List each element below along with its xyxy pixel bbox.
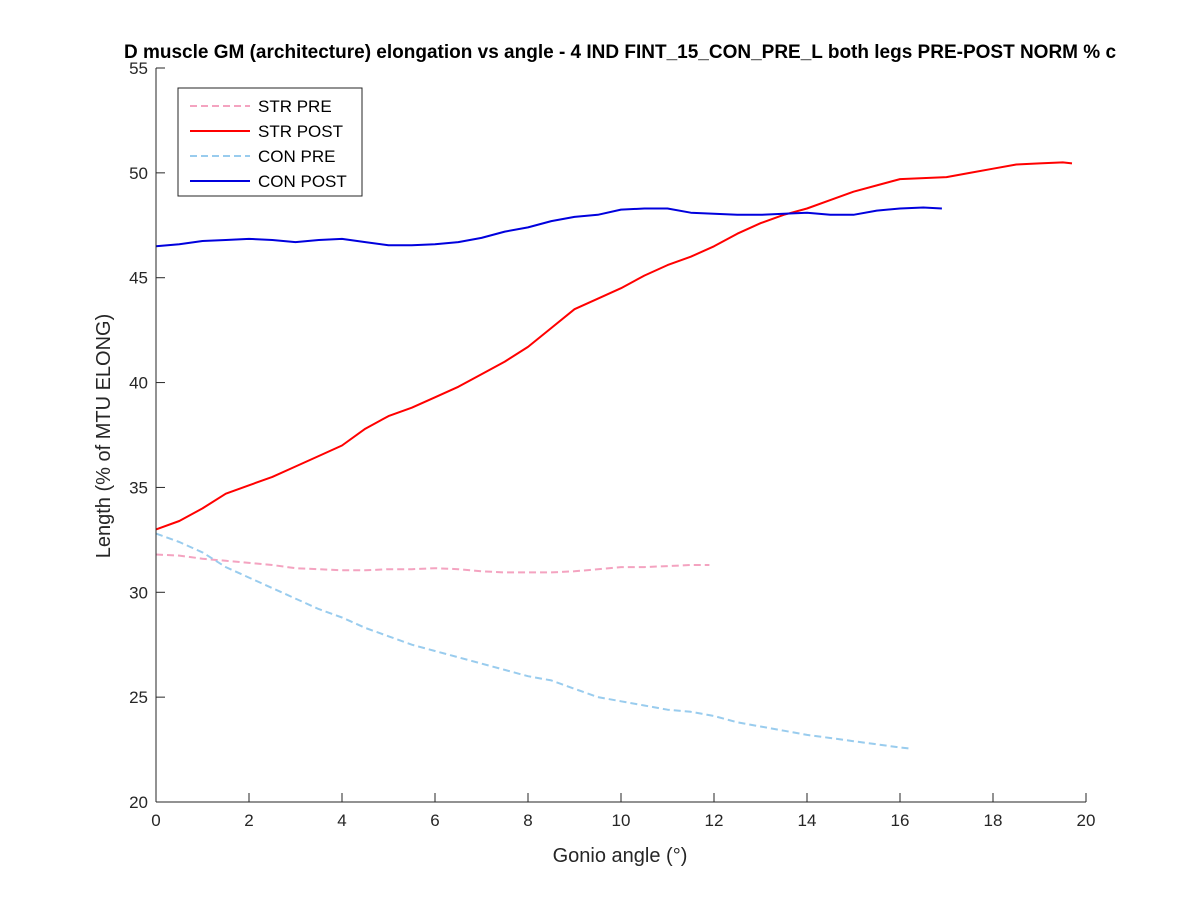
legend-label-str-post: STR POST [258, 122, 343, 141]
legend-box [177, 87, 363, 197]
y-axis-label: Length (% of MTU ELONG) [93, 314, 115, 559]
x-tick-label: 4 [337, 811, 346, 830]
y-tick-label: 50 [129, 164, 148, 183]
series-line-str-pre [155, 553, 710, 574]
y-tick-label: 35 [129, 478, 148, 497]
x-tick-label: 16 [891, 811, 910, 830]
x-tick-label: 8 [523, 811, 532, 830]
x-axis-label: Gonio angle (°) [553, 845, 688, 867]
legend-label-con-post: CON POST [258, 172, 347, 191]
x-tick-label: 14 [798, 811, 817, 830]
x-tick-label: 18 [984, 811, 1003, 830]
x-tick-label: 6 [430, 811, 439, 830]
legend-label-con-pre: CON PRE [258, 147, 335, 166]
axes-layer: 0 2 4 6 8 10 12 14 16 18 20 20 25 30 35 40 45 50 55 [129, 59, 1095, 830]
legend: STR PRE STR POST CON PRE CON POST [177, 87, 363, 197]
series-line-con-pre [155, 532, 910, 750]
y-tick-label: 45 [129, 269, 148, 288]
series-layer [155, 161, 1073, 750]
y-tick-label: 40 [129, 374, 148, 393]
y-tick-label: 55 [129, 59, 148, 78]
x-tick-label: 12 [705, 811, 724, 830]
series-line-con-post [155, 206, 942, 248]
x-tick-label: 10 [612, 811, 631, 830]
series-line-str-post [155, 161, 1073, 531]
x-tick-label: 0 [151, 811, 160, 830]
chart-title: D muscle GM (architecture) elongation vs… [124, 42, 1117, 63]
y-tick-label: 25 [129, 688, 148, 707]
y-tick-label: 30 [129, 583, 148, 602]
y-tick-label: 20 [129, 793, 148, 812]
x-tick-label: 20 [1077, 811, 1096, 830]
x-tick-label: 2 [244, 811, 253, 830]
legend-label-str-pre: STR PRE [258, 97, 332, 116]
